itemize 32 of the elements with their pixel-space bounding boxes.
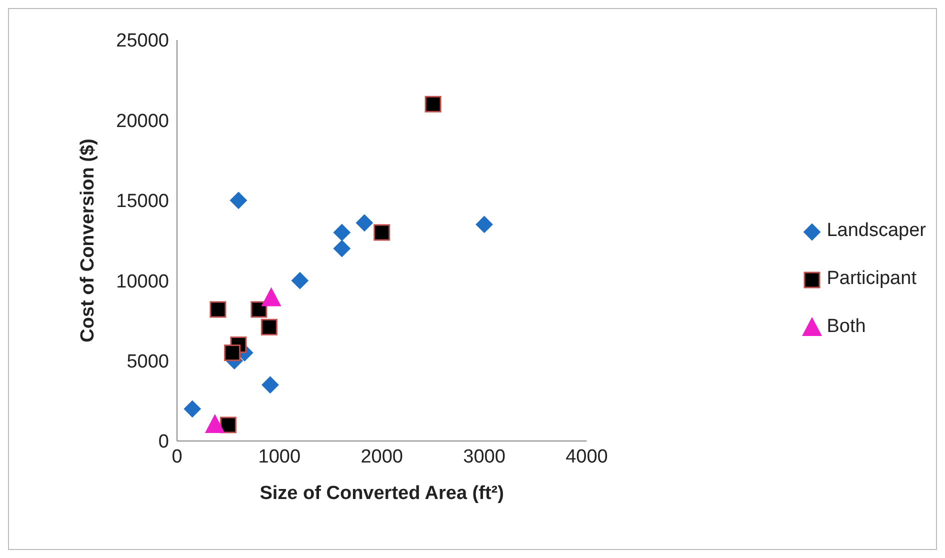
legend-label: Landscaper [826,220,926,242]
point [250,301,268,318]
point [261,287,282,306]
point [230,192,247,209]
point [260,318,278,336]
x-tick-label: 1000 [258,446,301,468]
x-tick-label: 0 [172,446,182,468]
point [333,240,350,258]
x-tick-label: 2000 [360,446,403,468]
legend-label: Participant [826,268,916,290]
y-tick-label: 10000 [116,271,169,292]
x-axis-title: Size of Converted Area (ft²) [260,483,504,504]
point [476,216,493,233]
point [424,96,442,112]
point [210,301,226,318]
point [291,272,308,290]
point [220,416,236,434]
y-tick-label: 25000 [116,30,169,52]
point [356,214,373,232]
x-tick-label: 4000 [566,446,608,468]
point [224,344,241,362]
y-axis-title: Cost of Conversion ($) [78,138,99,342]
y-tick-label: 20000 [116,110,169,132]
point [184,400,201,418]
legend-label: Both [826,316,866,338]
point [262,376,279,394]
y-tick-label: 5000 [126,352,169,373]
y-tick-label: 15000 [116,191,169,212]
point [374,224,390,241]
x-tick-label: 3000 [463,446,506,468]
point [333,224,350,241]
y-tick-label: 0 [158,432,169,453]
